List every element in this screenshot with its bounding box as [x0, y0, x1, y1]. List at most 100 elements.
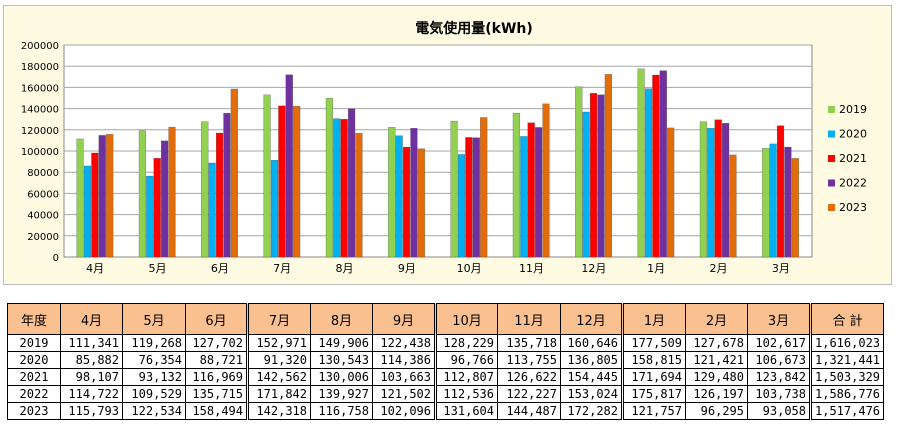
- legend-swatch: [828, 204, 835, 211]
- bar-2019-7月: [263, 94, 271, 258]
- bar-2022-12月: [597, 94, 605, 258]
- table-cell: 152,971: [246, 334, 311, 352]
- table-cell: 93,058: [747, 402, 811, 420]
- bar-2019-4月: [76, 138, 84, 258]
- table-header-cell: 7月: [246, 303, 311, 335]
- bar-2022-5月: [161, 140, 169, 258]
- table-cell: 1,503,329: [808, 368, 885, 386]
- bar-2019-8月: [325, 97, 333, 258]
- bar-2019-2月: [699, 121, 707, 258]
- table-cell: 172,282: [560, 402, 623, 420]
- bar-2021-5月: [153, 158, 161, 258]
- bar-2019-1月: [637, 68, 645, 258]
- bar-2020-9月: [395, 135, 403, 258]
- table-cell: 112,536: [434, 385, 498, 403]
- bar-2022-6月: [223, 112, 231, 258]
- legend-swatch: [828, 106, 835, 113]
- x-axis-ticks: 4月 5月 6月 7月 8月 9月 10月 11月 12月 1月 2月 3月: [86, 262, 790, 275]
- y-tick-label: 140000: [21, 105, 59, 116]
- table-cell: 160,646: [560, 334, 623, 352]
- table-header-cell: 8月: [310, 303, 373, 335]
- table-cell: 149,906: [310, 334, 373, 352]
- x-tick-label: 9月: [398, 262, 416, 275]
- bar-2020-8月: [333, 118, 341, 258]
- bar-2021-7月: [278, 105, 286, 258]
- y-tick-label: 120000: [21, 126, 59, 137]
- legend-label: 2023: [839, 201, 867, 214]
- table-cell: 122,534: [122, 402, 186, 420]
- table-cell: 111,341: [60, 334, 123, 352]
- table-cell: 122,438: [372, 334, 436, 352]
- bar-2022-1月: [659, 70, 667, 258]
- table-cell: 116,758: [310, 402, 373, 420]
- x-tick-label: 10月: [457, 262, 482, 275]
- y-axis-ticks: 0 20000 40000 60000 80000 100000 120000 140000 1…: [21, 41, 59, 264]
- table-header-cell: 10月: [434, 303, 498, 335]
- legend-swatch: [828, 155, 835, 162]
- y-tick-label: 160000: [21, 83, 59, 94]
- table-cell: 139,927: [310, 385, 373, 403]
- bar-2021-11月: [527, 122, 535, 258]
- table-cell: 113,755: [497, 351, 561, 369]
- table-cell: 115,793: [60, 402, 123, 420]
- table-cell: 135,718: [497, 334, 561, 352]
- bar-2023-3月: [791, 158, 799, 258]
- table-header-cell: 11月: [497, 303, 561, 335]
- table-cell: 154,445: [560, 368, 623, 386]
- bar-2022-4月: [98, 135, 106, 258]
- table-cell: 121,757: [621, 402, 686, 420]
- table-cell: 142,318: [246, 402, 311, 420]
- table-cell: 76,354: [122, 351, 186, 369]
- table-cell: 142,562: [246, 368, 311, 386]
- table-header-cell: 9月: [372, 303, 436, 335]
- chart-panel: 電気使用量(kWh) 0 20000 40000 60000 80000 100000 12…: [3, 5, 892, 285]
- table-cell: 103,663: [372, 368, 436, 386]
- x-tick-label: 1月: [647, 262, 665, 275]
- table-header-cell: 4月: [60, 303, 123, 335]
- table-cell: 158,815: [621, 351, 686, 369]
- table-cell: 136,805: [560, 351, 623, 369]
- table-cell: 127,702: [185, 334, 248, 352]
- y-tick-label: 80000: [27, 168, 59, 179]
- bar-2022-2月: [722, 123, 730, 258]
- table-cell: 177,509: [621, 334, 686, 352]
- gridlines: [64, 44, 812, 237]
- y-tick-label: 100000: [21, 147, 59, 158]
- bars: [76, 68, 799, 258]
- bar-2020-5月: [146, 175, 154, 258]
- legend-label: 2022: [839, 177, 867, 190]
- legend-swatch: [828, 130, 835, 138]
- table-cell: 114,386: [372, 351, 436, 369]
- table-cell: 128,229: [434, 334, 498, 352]
- table-row: 2020 85,882 76,354 88,721 91,320 130,543 114,3…: [7, 351, 885, 369]
- y-tick-label: 60000: [27, 189, 59, 200]
- x-tick-label: 3月: [772, 262, 790, 275]
- bar-2022-9月: [410, 128, 418, 258]
- y-tick-label: 40000: [27, 211, 59, 222]
- table-cell: 130,006: [310, 368, 373, 386]
- y-tick-label: 0: [53, 253, 59, 264]
- table-header-cell: 3月: [747, 303, 811, 335]
- table-cell: 114,722: [60, 385, 123, 403]
- legend-label: 2019: [839, 103, 867, 116]
- bar-2023-1月: [667, 127, 675, 258]
- table-cell: 1,616,023: [808, 334, 885, 352]
- table-header-cell: 2月: [685, 303, 748, 335]
- bar-2022-10月: [472, 137, 480, 258]
- bar-2022-11月: [535, 127, 543, 258]
- table-cell: 116,969: [185, 368, 248, 386]
- bar-2019-3月: [762, 148, 770, 258]
- table-cell: 158,494: [185, 402, 248, 420]
- bar-2020-1月: [644, 88, 653, 258]
- table-cell: 96,766: [434, 351, 498, 369]
- table-cell: 153,024: [560, 385, 623, 403]
- bar-2020-10月: [457, 154, 466, 258]
- table-header-cell: 合 計: [808, 303, 885, 335]
- table-cell: 85,882: [60, 351, 123, 369]
- bar-2023-4月: [106, 134, 114, 258]
- bar-2023-10月: [480, 117, 488, 258]
- table-cell: 144,487: [497, 402, 561, 420]
- table-cell: 1,517,476: [808, 402, 885, 420]
- legend-label: 2021: [839, 152, 867, 165]
- table-header-cell: 年度: [7, 303, 61, 335]
